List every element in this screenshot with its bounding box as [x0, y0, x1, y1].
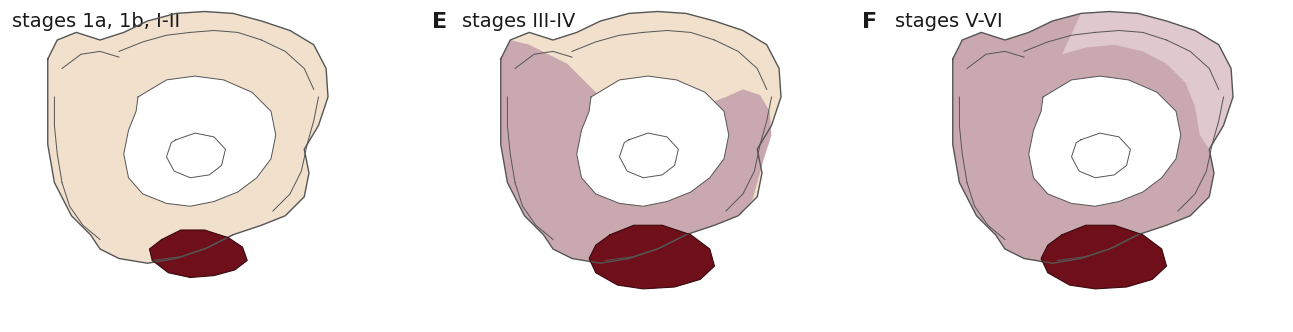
- Text: F: F: [862, 12, 877, 32]
- Polygon shape: [500, 40, 772, 263]
- Polygon shape: [1062, 12, 1234, 149]
- Polygon shape: [1072, 133, 1130, 178]
- Polygon shape: [619, 133, 679, 178]
- Polygon shape: [124, 76, 275, 206]
- Polygon shape: [953, 12, 1234, 263]
- Polygon shape: [167, 133, 225, 178]
- Polygon shape: [577, 76, 729, 206]
- Polygon shape: [1029, 76, 1181, 206]
- Text: E: E: [432, 12, 447, 32]
- Text: stages V-VI: stages V-VI: [895, 12, 1002, 31]
- Text: stages III-IV: stages III-IV: [462, 12, 575, 31]
- Polygon shape: [48, 12, 328, 263]
- Polygon shape: [500, 12, 781, 263]
- Polygon shape: [1041, 225, 1166, 289]
- Polygon shape: [150, 230, 247, 278]
- Polygon shape: [590, 225, 715, 289]
- Text: stages 1a, 1b, I-II: stages 1a, 1b, I-II: [12, 12, 180, 31]
